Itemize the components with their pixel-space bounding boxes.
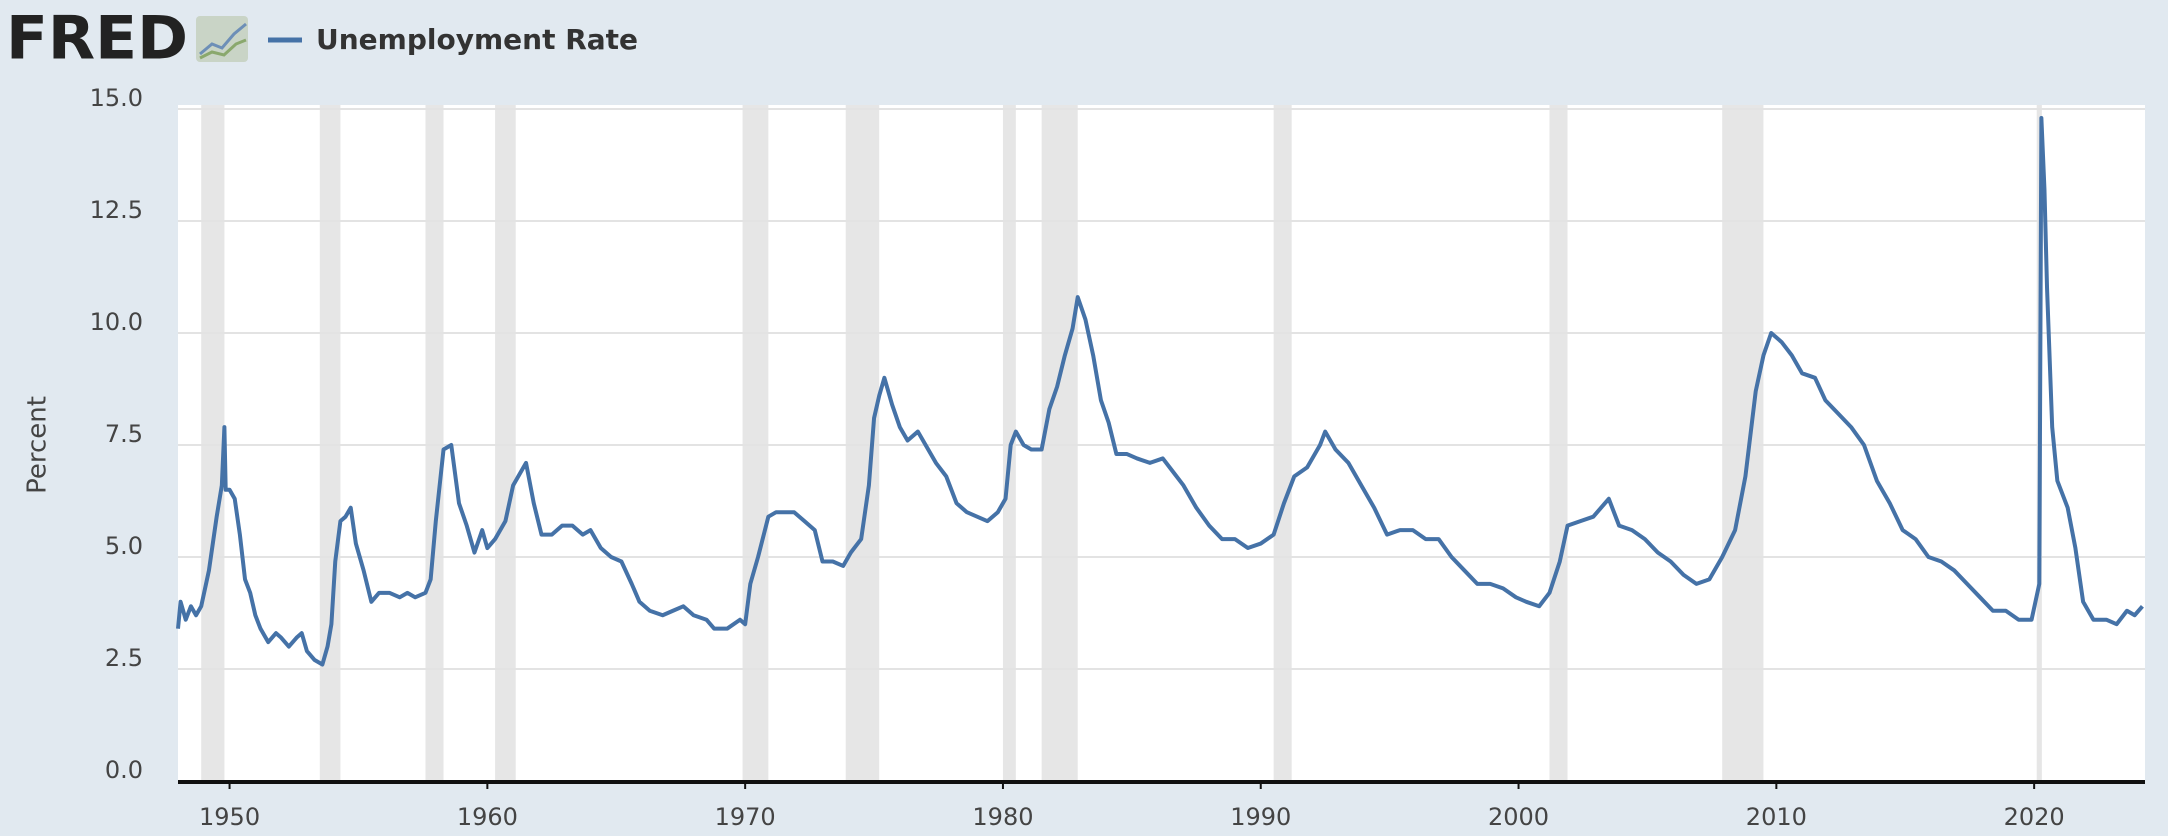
recession-band <box>1041 105 1078 781</box>
logo: FRED <box>6 4 188 74</box>
y-tick-label: 10.0 <box>90 308 143 336</box>
recession-band <box>1549 105 1568 781</box>
recession-band <box>319 105 341 781</box>
x-tick-label: 1950 <box>199 803 260 831</box>
recession-band <box>742 105 769 781</box>
plot-area <box>178 105 2145 781</box>
x-tick-label: 1970 <box>715 803 776 831</box>
x-tick-label: 2010 <box>1746 803 1807 831</box>
x-tick-label: 1960 <box>457 803 518 831</box>
x-tick-label: 2020 <box>2004 803 2065 831</box>
y-axis-label: Percent <box>23 396 53 494</box>
x-tick-label: 1990 <box>1230 803 1291 831</box>
y-tick-label: 5.0 <box>105 532 143 560</box>
y-tick-label: 0.0 <box>105 756 143 784</box>
recession-band <box>1722 105 1764 781</box>
series-line <box>176 115 2144 667</box>
x-tick-label: 2000 <box>1488 803 1549 831</box>
legend-label: Unemployment Rate <box>316 23 638 56</box>
y-tick-label: 7.5 <box>105 420 143 448</box>
logo-icon <box>196 16 248 62</box>
recession-band <box>425 105 444 781</box>
y-tick-label: 2.5 <box>105 644 143 672</box>
recession-band <box>1273 105 1292 781</box>
y-tick-label: 12.5 <box>90 196 143 224</box>
recession-band <box>201 105 225 781</box>
recession-band <box>495 105 516 781</box>
recession-band <box>845 105 880 781</box>
y-tick-label: 15.0 <box>90 84 143 112</box>
x-tick-label: 1980 <box>972 803 1033 831</box>
